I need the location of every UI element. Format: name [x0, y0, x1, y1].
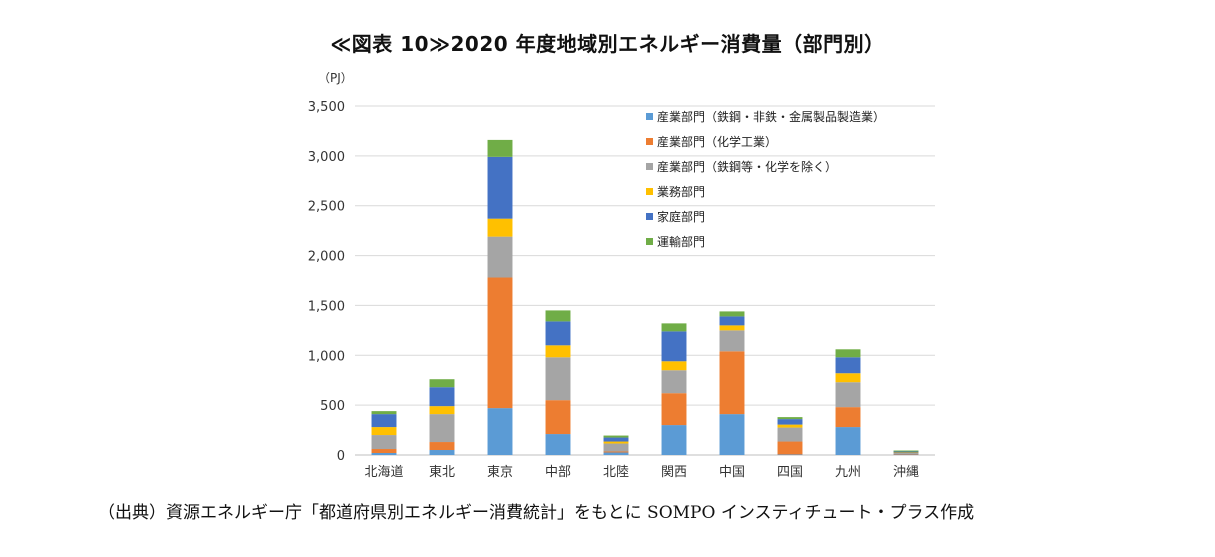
legend-swatch: [646, 113, 653, 120]
y-axis-ticks: 0 500 1,000 1,500 2,000 2,500 3,000 3,500: [308, 100, 345, 464]
bar-segment: [487, 139, 513, 157]
bar-segment: [661, 370, 687, 394]
bar-segment: [429, 414, 455, 443]
bar-segment: [603, 441, 629, 444]
legend-label: 産業部門（鉄鋼・非鉄・金属製品製造業）: [657, 109, 885, 124]
x-tick-label: 北陸: [603, 464, 629, 480]
legend: 産業部門（鉄鋼・非鉄・金属製品製造業） 産業部門（化学工業） 産業部門（鉄鋼等・化学…: [646, 109, 885, 249]
bar-segment: [545, 400, 571, 435]
y-tick-label: 1,000: [308, 349, 345, 364]
bar-segment: [545, 310, 571, 322]
y-tick-label: 0: [337, 449, 345, 464]
bar-segment: [371, 414, 397, 428]
bar-segment: [777, 417, 803, 420]
x-tick-label: 四国: [777, 465, 803, 480]
legend-label: 家庭部門: [657, 209, 705, 224]
x-tick-label: 九州: [835, 465, 861, 480]
x-tick-label: 東北: [429, 464, 455, 480]
legend-swatch: [646, 213, 653, 220]
bars: [371, 139, 919, 455]
bar-segment: [603, 452, 629, 455]
legend-label: 業務部門: [657, 184, 705, 199]
y-tick-label: 3,000: [308, 150, 345, 165]
bar-segment: [719, 316, 745, 326]
bar-segment: [487, 236, 513, 278]
bar-segment: [661, 425, 687, 455]
y-tick-label: 2,000: [308, 250, 345, 265]
legend-swatch: [646, 238, 653, 245]
bar-segment: [487, 156, 513, 219]
y-tick-label: 1,500: [308, 299, 345, 314]
bar-segment: [835, 349, 861, 358]
bar-segment: [371, 449, 397, 454]
y-axis-unit-label: （PJ）: [318, 71, 353, 85]
legend-swatch: [646, 163, 653, 170]
bar-segment: [429, 450, 455, 455]
bar-segment: [661, 323, 687, 332]
bar-segment: [893, 453, 919, 455]
bar-segment: [371, 435, 397, 450]
bar-segment: [661, 361, 687, 371]
legend-label: 産業部門（化学工業）: [657, 134, 777, 149]
bar-segment: [545, 345, 571, 358]
bar-segment: [893, 451, 919, 453]
bar-segment: [777, 427, 803, 442]
bar-segment: [835, 373, 861, 383]
bar-segment: [429, 406, 455, 415]
x-axis-ticks: 北海道 東北 東京 中部 北陸 関西 中国 四国 九州 沖縄: [364, 464, 919, 480]
bar-segment: [487, 218, 513, 237]
bar-segment: [603, 437, 629, 442]
bar-segment: [603, 435, 629, 438]
bar-segment: [545, 434, 571, 455]
bar-segment: [661, 393, 687, 426]
legend-label: 産業部門（鉄鋼等・化学を除く）: [657, 159, 837, 174]
bar-segment: [429, 442, 455, 451]
legend-swatch: [646, 188, 653, 195]
bar-segment: [835, 427, 861, 455]
bar-segment: [371, 411, 397, 415]
bar-segment: [835, 382, 861, 408]
bar-segment: [371, 453, 397, 455]
bar-segment: [719, 414, 745, 455]
bar-segment: [719, 311, 745, 317]
bar-segment: [835, 357, 861, 374]
bar-segment: [777, 419, 803, 425]
y-tick-label: 3,500: [308, 100, 345, 115]
bar-segment: [603, 443, 629, 452]
x-tick-label: 北海道: [364, 465, 403, 480]
x-tick-label: 沖縄: [893, 465, 919, 480]
bar-segment: [603, 451, 629, 453]
legend-swatch: [646, 138, 653, 145]
bar-segment: [777, 424, 803, 428]
bar-segment: [487, 277, 513, 409]
bar-segment: [661, 331, 687, 362]
bar-segment: [719, 330, 745, 352]
bar-segment: [429, 379, 455, 388]
bar-segment: [835, 407, 861, 428]
bar-segment: [545, 321, 571, 346]
bar-segment: [545, 357, 571, 401]
y-tick-label: 2,500: [308, 200, 345, 215]
chart-title: ≪図表 10≫2020 年度地域別エネルギー消費量（部門別）: [330, 32, 885, 56]
bar-segment: [487, 408, 513, 455]
x-tick-label: 関西: [661, 465, 687, 480]
legend-label: 運輸部門: [657, 234, 705, 249]
bar-segment: [777, 441, 803, 455]
bar-segment: [893, 450, 919, 452]
x-tick-label: 東京: [487, 464, 513, 480]
source-note: （出典）資源エネルギー庁「都道府県別エネルギー消費統計」をもとに SOMPO イ…: [98, 503, 975, 523]
y-tick-label: 500: [320, 399, 345, 414]
bar-segment: [429, 387, 455, 407]
bar-segment: [371, 427, 397, 436]
bar-segment: [719, 351, 745, 415]
x-tick-label: 中部: [545, 465, 571, 480]
bar-segment: [719, 325, 745, 331]
x-tick-label: 中国: [719, 465, 745, 480]
